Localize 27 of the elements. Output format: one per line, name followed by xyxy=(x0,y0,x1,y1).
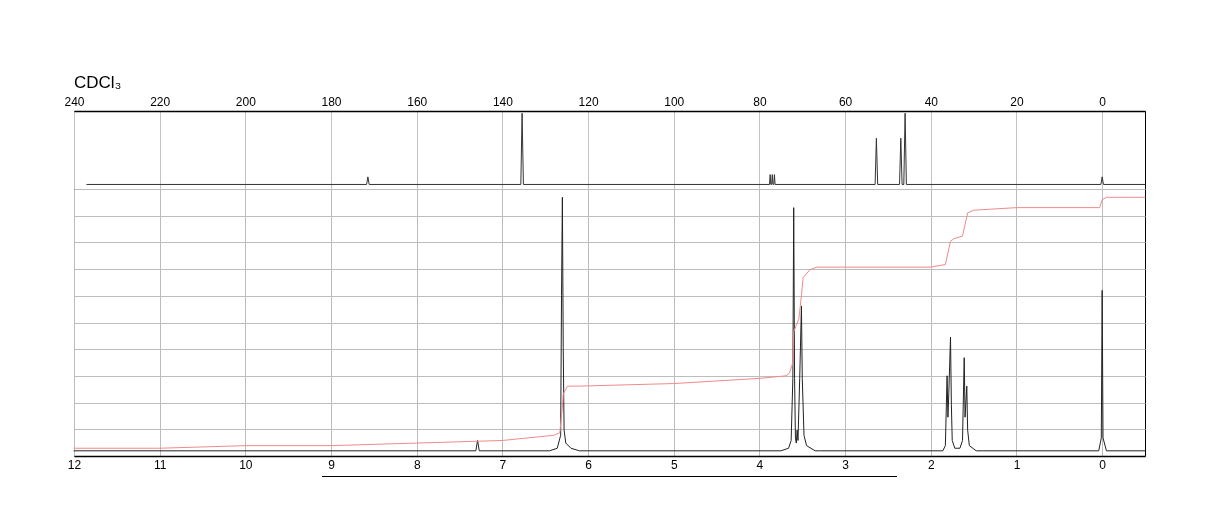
x-tick-label: 220 xyxy=(150,94,171,109)
x-tick-label: 5 xyxy=(670,457,678,472)
x-tick-label: 12 xyxy=(67,457,82,472)
x-tick-label: 2 xyxy=(927,457,935,472)
x-tick-label: 9 xyxy=(328,457,336,472)
x-tick-label: 80 xyxy=(753,94,767,109)
x-tick-label: 0 xyxy=(1099,457,1107,472)
x-tick-label: 40 xyxy=(924,94,939,109)
x-tick-label: 8 xyxy=(413,457,421,472)
chart-title: CDCl₃ xyxy=(74,73,122,92)
x-tick-label: 0 xyxy=(1099,94,1107,109)
x-tick-label: 100 xyxy=(664,94,685,109)
x-tick-label: 20 xyxy=(1010,94,1024,109)
x-tick-label: 11 xyxy=(153,457,167,472)
x-tick-label: 180 xyxy=(321,94,342,109)
x-tick-label: 120 xyxy=(578,94,599,109)
x-tick-label: 60 xyxy=(838,94,853,109)
x-tick-label: 10 xyxy=(239,457,253,472)
x-tick-label: 200 xyxy=(235,94,257,109)
x-tick-label: 7 xyxy=(499,457,507,472)
x-tick-label: 6 xyxy=(585,457,593,472)
x-tick-label: 1 xyxy=(1013,457,1021,472)
x-tick-label: 160 xyxy=(407,94,428,109)
x-tick-label: 4 xyxy=(756,457,764,472)
x-tick-label: 3 xyxy=(842,457,850,472)
x-tick-label: 140 xyxy=(492,94,514,109)
x-tick-label: 240 xyxy=(64,94,85,109)
